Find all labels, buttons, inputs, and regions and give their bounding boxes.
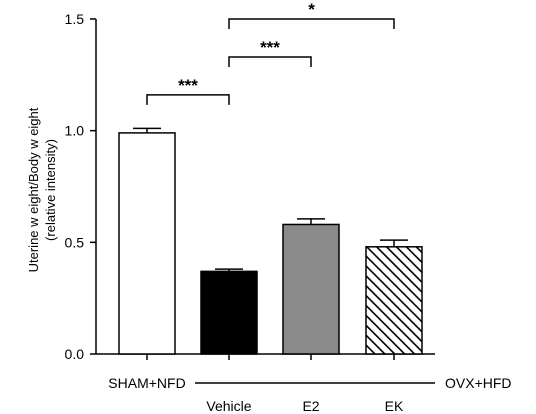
significance-bracket xyxy=(146,94,230,105)
y-tick-label: 0.0 xyxy=(65,346,85,362)
bar-sham-nfd xyxy=(118,132,176,355)
x-tick-labels: SHAM+NFD Vehicle E2 EK xyxy=(108,375,404,414)
bar-e2 xyxy=(282,223,340,355)
x-tick-label: E2 xyxy=(302,398,319,414)
bar-vehicle xyxy=(200,270,258,355)
significance-bracket xyxy=(228,56,312,67)
x-tick-label: EK xyxy=(385,398,404,414)
significance-bracket xyxy=(228,18,395,29)
y-axis-title: Uterine w eight/Body w eight xyxy=(26,107,41,272)
group-label: OVX+HFD xyxy=(445,375,512,391)
significance-brackets: ******* xyxy=(146,0,395,105)
y-ticks: 0.0 0.5 1.0 1.5 xyxy=(65,11,96,362)
significance-label: * xyxy=(308,0,315,19)
significance-label: *** xyxy=(178,76,198,95)
bars xyxy=(118,127,423,360)
x-tick-label: SHAM+NFD xyxy=(108,375,185,391)
bar-ek xyxy=(365,246,423,355)
y-tick-label: 1.0 xyxy=(65,123,85,139)
significance-label: *** xyxy=(260,38,280,57)
y-tick-label: 1.5 xyxy=(65,11,85,27)
y-tick-label: 0.5 xyxy=(65,234,85,250)
x-tick-label: Vehicle xyxy=(206,398,251,414)
y-axis-subtitle: (relative intensity) xyxy=(43,139,58,241)
